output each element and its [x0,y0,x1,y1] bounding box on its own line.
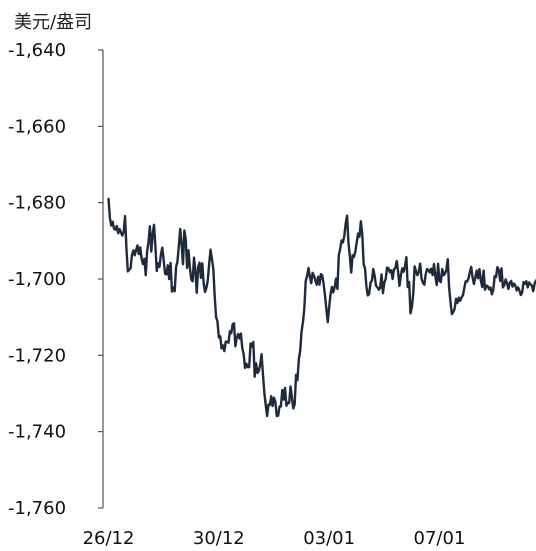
y-tick-label: -1,660 [8,116,66,137]
x-tick-label: 26/12 [83,528,135,549]
y-tick-label: -1,760 [8,498,66,519]
y-tick-label: -1,700 [8,269,66,290]
y-tick-label: -1,640 [8,40,66,61]
y-axis-unit-label: 美元/盎司 [14,12,93,33]
y-tick-label: -1,740 [8,422,66,443]
axes [98,49,104,509]
tick-labels: -1,640 -1,660 -1,680 -1,700 -1,720 -1,740 -1,7… [8,40,465,549]
price-series-line [107,197,536,418]
x-tick-label: 03/01 [303,528,355,549]
x-tick-label: 07/01 [414,528,466,549]
x-tick-label: 30/12 [193,528,245,549]
y-tick-label: -1,720 [8,345,66,366]
y-tick-label: -1,680 [8,193,66,214]
